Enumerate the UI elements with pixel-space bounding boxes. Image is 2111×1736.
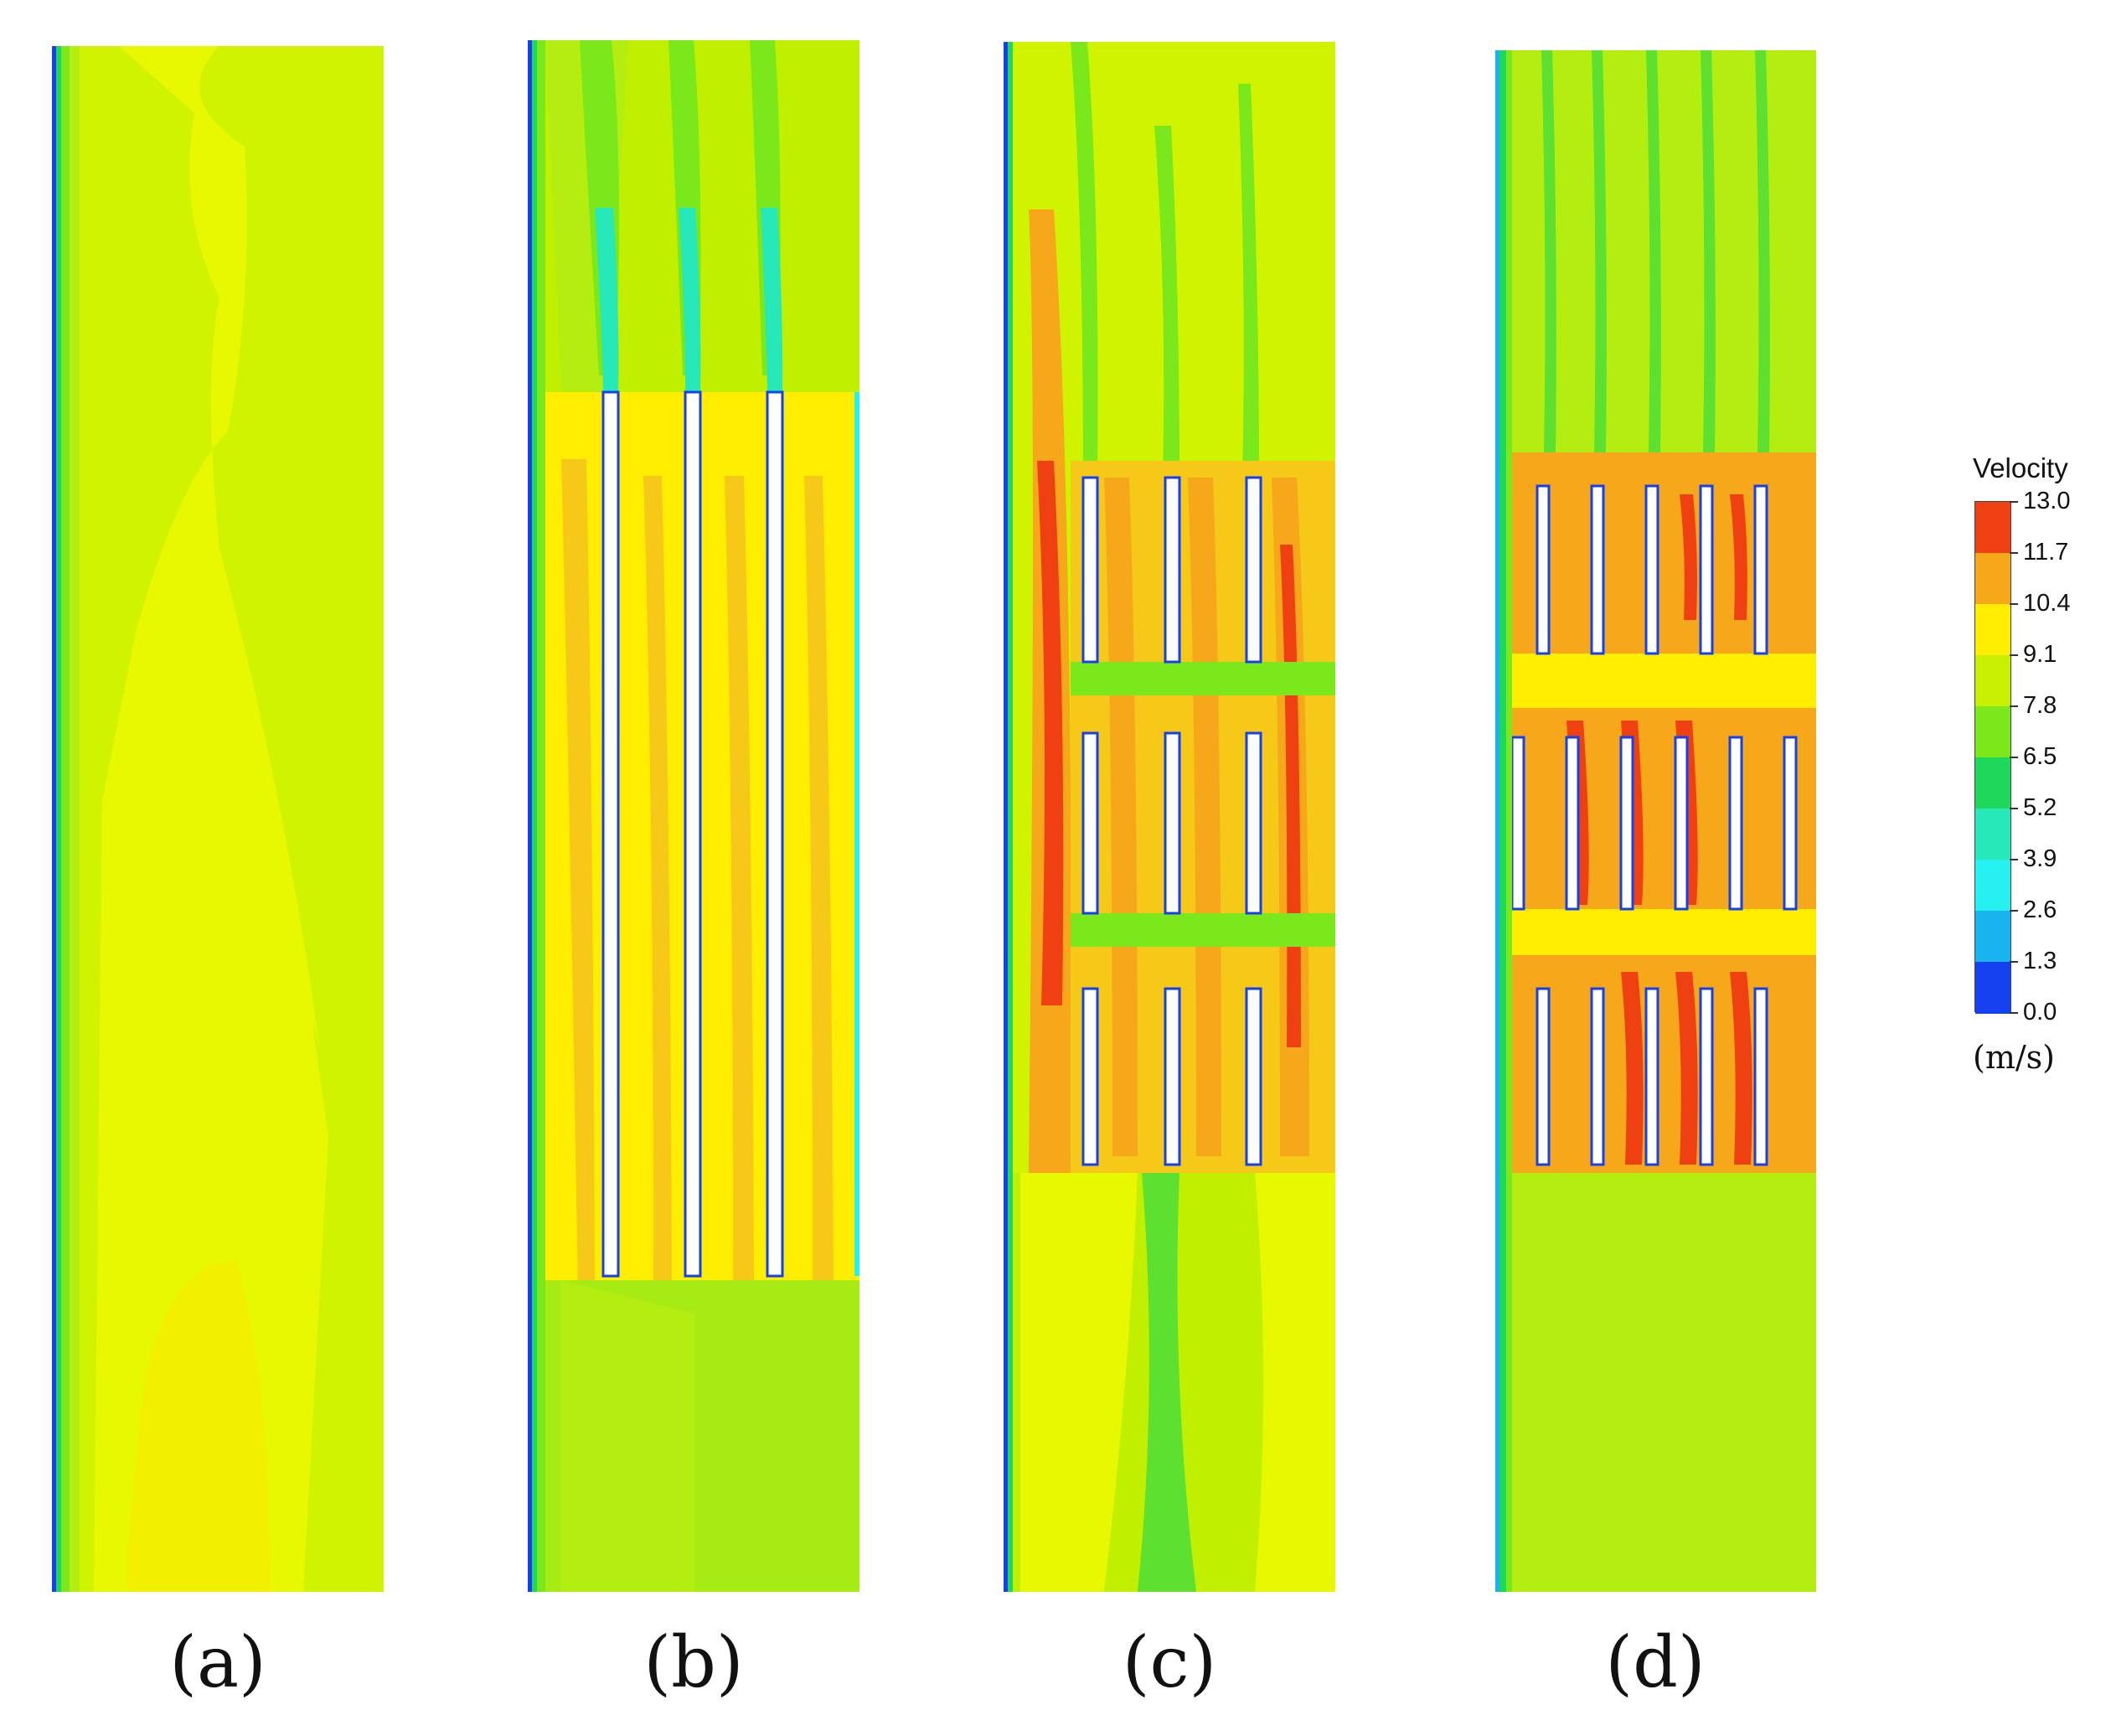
colorbar-tick (2010, 859, 2018, 860)
colorbar-tick (2010, 552, 2018, 554)
colorbar-tick-label: 13.0 (2023, 488, 2071, 514)
contour-panel-d (1495, 50, 1816, 1592)
colorbar-tick (2010, 757, 2018, 758)
colorbar-tick-label: 10.4 (2023, 590, 2071, 617)
colorbar-tick (2010, 705, 2018, 707)
panel-label-a: (a) (169, 1621, 266, 1703)
colorbar-segment (1975, 911, 2010, 963)
velocity-colorbar: Velocity 13.0 11.7 10.4 9.1 7.8 6.5 5.2 3.9 2.6 1… (1973, 452, 2098, 1089)
colorbar-tick-label: 0.0 (2023, 999, 2057, 1026)
panel-label-b: (b) (643, 1621, 744, 1703)
panel-label-c: (c) (1122, 1621, 1217, 1703)
colorbar-tick (2010, 603, 2018, 605)
colorbar-tick-label: 6.5 (2023, 743, 2057, 770)
panel-label-d: (d) (1605, 1621, 1706, 1703)
colorbar-segment (1975, 962, 2010, 1014)
colorbar-segment (1975, 604, 2010, 656)
colorbar-segment (1975, 706, 2010, 758)
colorbar-segment (1975, 757, 2010, 809)
colorbar-tick-label: 9.1 (2023, 641, 2057, 668)
colorbar-tick-label: 3.9 (2023, 845, 2057, 872)
velocity-contour-a (52, 46, 384, 1592)
colorbar-segment (1975, 502, 2010, 554)
colorbar-tick-label: 11.7 (2023, 539, 2069, 566)
colorbar-segment (1975, 655, 2010, 707)
contour-panel-b (528, 40, 859, 1592)
colorbar-tick (2010, 501, 2018, 503)
colorbar-tick (2010, 654, 2018, 656)
colorbar-segment (1975, 809, 2010, 860)
colorbar-tick-label: 1.3 (2023, 948, 2057, 974)
colorbar-tick (2010, 961, 2018, 963)
colorbar-unit: (m/s) (1973, 1039, 2055, 1076)
colorbar-tick (2010, 910, 2018, 912)
velocity-contour-d (1495, 50, 1816, 1592)
colorbar-tick-label: 7.8 (2023, 692, 2057, 719)
velocity-contour-c (1004, 42, 1335, 1592)
velocity-contour-b (528, 40, 859, 1592)
colorbar-segment (1975, 860, 2010, 912)
colorbar-segment (1975, 553, 2010, 605)
contour-panel-a (52, 46, 384, 1592)
colorbar-tick (2010, 1012, 2018, 1014)
colorbar-gradient (1974, 501, 2011, 1014)
colorbar-title: Velocity (1973, 452, 2068, 483)
colorbar-tick-label: 2.6 (2023, 896, 2057, 923)
contour-panel-c (1004, 42, 1335, 1592)
colorbar-tick-label: 5.2 (2023, 794, 2057, 821)
colorbar-tick (2010, 808, 2018, 809)
